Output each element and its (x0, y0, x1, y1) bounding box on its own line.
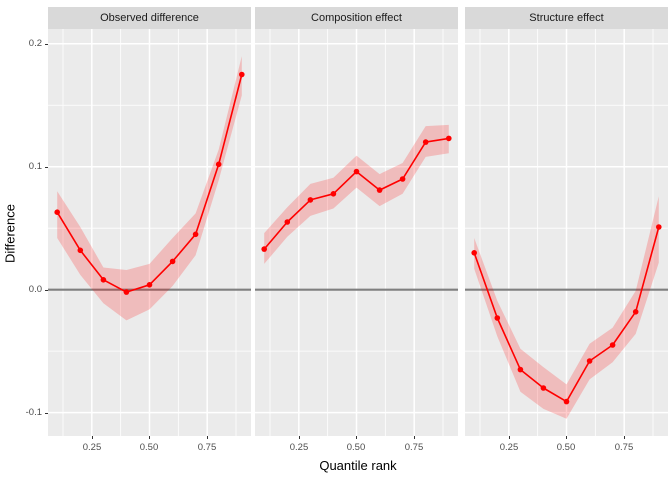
data-point (284, 219, 291, 225)
data-point (632, 309, 639, 315)
data-point (494, 315, 501, 321)
confidence-ribbon (474, 196, 659, 419)
x-tick-label: 0.50 (346, 442, 366, 453)
data-point (77, 247, 84, 254)
panel-canvas (255, 29, 458, 436)
x-tick-label: 0.25 (289, 442, 309, 453)
x-tick-mark (207, 436, 208, 439)
y-tick-mark (45, 44, 48, 45)
x-tick-label: 0.75 (197, 442, 217, 453)
y-tick-mark (45, 290, 48, 291)
facet-title: Structure effect (529, 12, 604, 24)
y-tick-mark (45, 167, 48, 168)
x-tick-label: 0.50 (556, 442, 576, 453)
data-point (239, 71, 245, 78)
y-tick-label: -0.1 (25, 407, 42, 418)
data-point (169, 258, 176, 265)
x-tick-label: 0.75 (404, 442, 424, 453)
data-point (422, 139, 429, 145)
panel-composition-effect (255, 29, 458, 436)
y-axis-title: Difference (2, 204, 18, 264)
facet-strip-observed-difference: Observed difference (48, 7, 251, 29)
data-point (54, 209, 60, 215)
facet-title: Composition effect (311, 12, 402, 24)
x-tick-label: 0.25 (499, 442, 519, 453)
data-point (123, 289, 130, 295)
data-point (330, 191, 337, 197)
x-tick-mark (414, 436, 415, 439)
x-tick-label: 0.50 (139, 442, 159, 453)
facet-title: Observed difference (100, 12, 199, 24)
y-tick-label: 0.2 (28, 38, 42, 49)
data-point (353, 168, 360, 175)
x-tick-label: 0.25 (82, 442, 102, 453)
data-point (656, 224, 662, 230)
y-tick-label: 0.0 (28, 284, 42, 295)
y-tick-mark (45, 413, 48, 414)
data-point (471, 250, 477, 256)
x-axis-title: Quantile rank (319, 458, 397, 473)
data-point (609, 342, 616, 348)
data-point (586, 358, 593, 364)
data-point (563, 398, 570, 405)
data-point (100, 277, 107, 283)
facet-strip-composition-effect: Composition effect (255, 7, 458, 29)
x-tick-mark (92, 436, 93, 439)
data-point (192, 231, 199, 238)
data-point (540, 385, 547, 391)
data-point (376, 187, 383, 193)
data-point (215, 161, 222, 168)
data-point (517, 366, 524, 373)
panel-canvas (465, 29, 668, 436)
confidence-ribbon (57, 56, 242, 321)
confidence-ribbon (264, 124, 449, 264)
x-tick-mark (299, 436, 300, 439)
x-tick-mark (509, 436, 510, 439)
x-tick-mark (149, 436, 150, 439)
data-point (399, 176, 406, 182)
facet-strip-structure-effect: Structure effect (465, 7, 668, 29)
x-tick-mark (356, 436, 357, 439)
data-point (307, 197, 314, 203)
panel-structure-effect (465, 29, 668, 436)
y-tick-label: 0.1 (28, 161, 42, 172)
x-tick-mark (566, 436, 567, 439)
panel-observed-difference (48, 29, 251, 436)
panel-canvas (48, 29, 251, 436)
data-point (446, 135, 452, 142)
data-point (146, 282, 153, 288)
data-point (261, 246, 267, 252)
x-tick-label: 0.75 (614, 442, 634, 453)
x-tick-mark (624, 436, 625, 439)
